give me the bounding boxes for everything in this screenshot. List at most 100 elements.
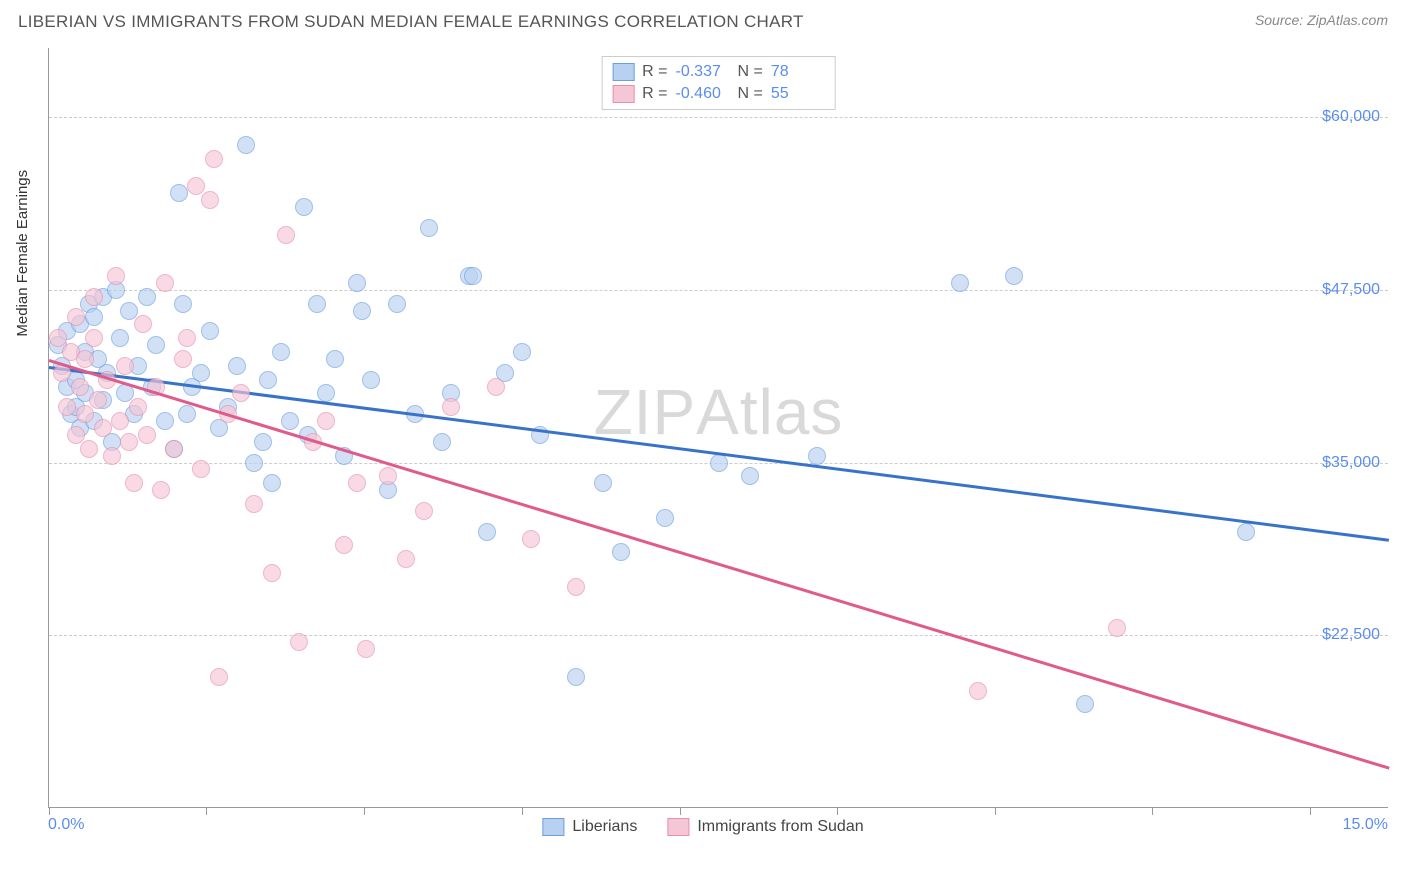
data-point [272,343,290,361]
data-point [103,447,121,465]
data-point [192,364,210,382]
y-tick-label: $60,000 [1322,108,1380,126]
data-point [1005,267,1023,285]
series-legend: Liberians Immigrants from Sudan [542,818,863,836]
chart-title: LIBERIAN VS IMMIGRANTS FROM SUDAN MEDIAN… [18,12,804,32]
data-point [295,198,313,216]
x-tick [206,807,207,815]
data-point [263,474,281,492]
n-value: 55 [771,85,825,103]
r-value: -0.460 [676,85,730,103]
legend-series-name: Liberians [572,818,637,836]
data-point [107,267,125,285]
data-point [710,454,728,472]
data-point [259,371,277,389]
x-tick [995,807,996,815]
gridline [49,290,1388,291]
x-tick [1310,807,1311,815]
n-value: 78 [771,63,825,81]
data-point [85,329,103,347]
data-point [201,322,219,340]
data-point [317,412,335,430]
data-point [85,288,103,306]
data-point [71,378,89,396]
gridline [49,117,1388,118]
trend-line [49,359,1390,769]
data-point [433,433,451,451]
legend-item: Immigrants from Sudan [667,818,863,836]
x-axis-min-label: 0.0% [48,816,84,834]
data-point [178,405,196,423]
data-point [147,336,165,354]
data-point [362,371,380,389]
data-point [58,398,76,416]
legend-swatch [612,63,634,81]
data-point [478,523,496,541]
x-axis-max-label: 15.0% [1343,816,1388,834]
data-point [388,295,406,313]
data-point [263,564,281,582]
data-point [357,640,375,658]
r-label: R = [642,85,667,103]
data-point [125,474,143,492]
data-point [134,315,152,333]
legend-stats-row: R = -0.460 N = 55 [612,83,825,105]
data-point [111,412,129,430]
data-point [205,150,223,168]
data-point [111,329,129,347]
x-tick [49,807,50,815]
data-point [174,295,192,313]
y-axis-label: Median Female Earnings [14,170,31,337]
data-point [201,191,219,209]
x-tick [522,807,523,815]
r-label: R = [642,63,667,81]
legend-swatch [612,85,634,103]
x-tick [364,807,365,815]
data-point [379,467,397,485]
data-point [281,412,299,430]
data-point [80,440,98,458]
data-point [612,543,630,561]
data-point [67,308,85,326]
data-point [170,184,188,202]
data-point [120,433,138,451]
data-point [156,412,174,430]
data-point [1237,523,1255,541]
data-point [567,578,585,596]
data-point [348,474,366,492]
data-point [174,350,192,368]
data-point [522,530,540,548]
data-point [156,274,174,292]
data-point [210,668,228,686]
data-point [152,481,170,499]
data-point [138,288,156,306]
data-point [94,419,112,437]
x-tick [1152,807,1153,815]
data-point [277,226,295,244]
data-point [138,426,156,444]
data-point [245,454,263,472]
data-point [76,350,94,368]
data-point [594,474,612,492]
data-point [567,668,585,686]
legend-series-name: Immigrants from Sudan [697,818,863,836]
data-point [89,391,107,409]
n-label: N = [738,63,763,81]
data-point [335,536,353,554]
legend-swatch [667,818,689,836]
data-point [308,295,326,313]
data-point [353,302,371,320]
data-point [951,274,969,292]
data-point [192,460,210,478]
y-tick-label: $22,500 [1322,626,1380,644]
data-point [232,384,250,402]
data-point [415,502,433,520]
data-point [808,447,826,465]
data-point [1108,619,1126,637]
legend-swatch [542,818,564,836]
x-tick [680,807,681,815]
data-point [741,467,759,485]
y-tick-label: $35,000 [1322,454,1380,472]
data-point [165,440,183,458]
n-label: N = [738,85,763,103]
